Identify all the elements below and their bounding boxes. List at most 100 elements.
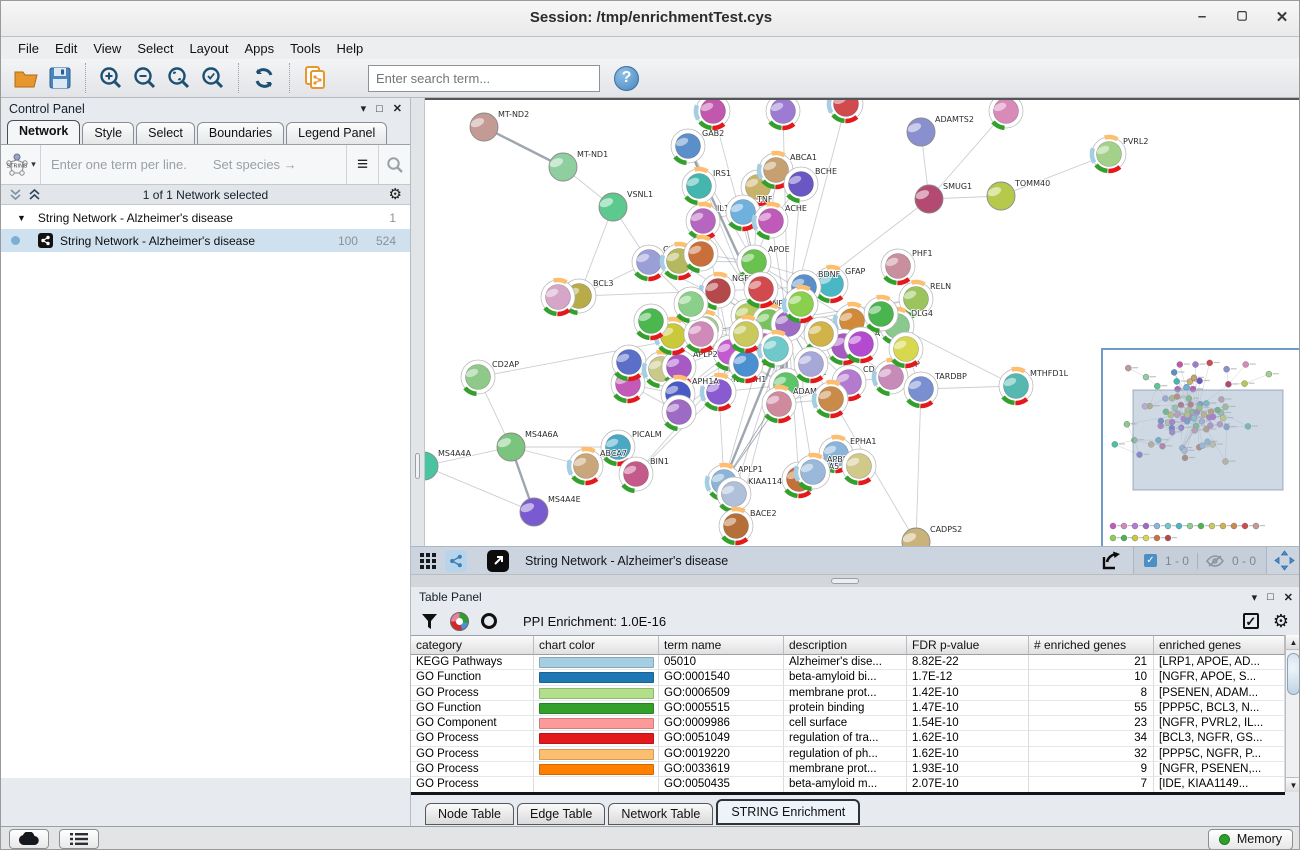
menu-item-help[interactable]: Help (336, 40, 364, 56)
collection-label: String Network - Alzheimer's disease (37, 210, 233, 225)
string-search-button[interactable] (378, 145, 410, 184)
panel-menu-icon[interactable]: ▾ (1251, 591, 1258, 604)
svg-text:GFAP: GFAP (845, 267, 866, 276)
cell-description: protein binding (784, 700, 907, 717)
column-header-category[interactable]: category (411, 635, 534, 655)
remove-chart-icon[interactable] (481, 613, 497, 629)
collapse-all-icon[interactable] (9, 188, 22, 201)
refresh-button[interactable] (249, 63, 279, 93)
panel-float-icon[interactable]: □ (376, 102, 383, 115)
scroll-up-icon[interactable]: ▲ (1286, 635, 1299, 650)
memory-button[interactable]: Memory (1207, 828, 1293, 849)
column-header-description[interactable]: description (784, 635, 907, 655)
svg-text:EPHA1: EPHA1 (850, 437, 876, 446)
table-row[interactable]: GO Process GO:0050435 beta-amyloid m... 2.0… (411, 777, 1299, 792)
column-header-term-name[interactable]: term name (659, 635, 784, 655)
birds-eye-toggle-button[interactable] (1273, 550, 1295, 572)
tab-network-table[interactable]: Network Table (608, 803, 714, 825)
panel-splitter-horizontal[interactable] (411, 574, 1299, 587)
tab-style[interactable]: Style (82, 122, 135, 144)
cloud-status-button[interactable] (9, 829, 49, 849)
expand-all-icon[interactable] (28, 188, 41, 201)
clone-network-button[interactable] (300, 63, 330, 93)
zoom-selected-button[interactable] (198, 63, 228, 93)
string-query-input[interactable]: Enter one term per line. Set species → (41, 157, 346, 172)
chart-settings-icon[interactable] (450, 611, 469, 631)
tab-network[interactable]: Network (7, 120, 81, 144)
cell-genes: [LRP1, APOE, AD... (1154, 655, 1285, 671)
copy-network-icon (303, 65, 327, 91)
scrollbar-thumb[interactable] (1287, 653, 1299, 695)
global-search-input[interactable] (368, 64, 600, 92)
string-options-button[interactable]: ≡ (346, 145, 378, 184)
column-header-enriched-genes[interactable]: enriched genes (1154, 635, 1285, 655)
maximize-icon[interactable]: ▢ (1236, 8, 1248, 22)
tab-node-table[interactable]: Node Table (425, 803, 515, 825)
zoom-in-button[interactable] (96, 63, 126, 93)
menu-item-layout[interactable]: Layout (189, 40, 229, 56)
close-icon[interactable]: ✕ (1275, 9, 1289, 26)
zoom-out-button[interactable] (130, 63, 160, 93)
gear-icon[interactable]: ⚙ (388, 186, 402, 203)
table-row[interactable]: GO Process GO:0006509 membrane prot... 1.42… (411, 685, 1299, 701)
filter-icon[interactable] (421, 613, 438, 630)
panel-splitter-vertical[interactable] (411, 98, 425, 546)
tab-select[interactable]: Select (136, 122, 195, 144)
splitter-grip[interactable] (831, 578, 859, 584)
string-app-selector[interactable]: STRING ▾ (1, 145, 41, 184)
network-tree: ▼ String Network - Alzheimer's disease 1… (1, 205, 410, 778)
select-columns-icon[interactable]: ✓ (1242, 613, 1259, 629)
list-icon (70, 833, 88, 845)
network-view-button[interactable] (445, 549, 467, 572)
tab-string-enrichment[interactable]: STRING Enrichment (716, 799, 861, 825)
table-row[interactable]: GO Component GO:0009986 cell surface 1.54E-… (411, 716, 1299, 732)
grid-view-button[interactable] (417, 550, 439, 572)
column-header--enriched-genes[interactable]: # enriched genes (1029, 635, 1154, 655)
menu-item-edit[interactable]: Edit (54, 40, 78, 56)
panel-float-icon[interactable]: □ (1267, 591, 1274, 603)
export-network-button[interactable] (1097, 550, 1127, 572)
menu-item-tools[interactable]: Tools (290, 40, 321, 56)
network-view-title: String Network - Alzheimer's disease (525, 553, 729, 568)
menu-item-view[interactable]: View (93, 40, 122, 56)
current-network-dot (11, 236, 20, 245)
gear-icon[interactable]: ⚙ (1272, 611, 1289, 631)
string-search-bar: STRING ▾ Enter one term per line. Set sp… (1, 144, 410, 185)
svg-text:VSNL1: VSNL1 (627, 190, 653, 199)
set-species-link[interactable]: Set species → (212, 157, 297, 172)
tab-boundaries[interactable]: Boundaries (196, 122, 285, 144)
minimize-icon[interactable]: – (1197, 8, 1207, 25)
zoom-fit-button[interactable] (164, 63, 194, 93)
network-row-selected[interactable]: String Network - Alzheimer's disease 100… (1, 229, 410, 252)
table-row[interactable]: GO Function GO:0005515 protein binding 1.47… (411, 700, 1299, 717)
network-graph[interactable]: MT-ND2MT-ND1VSNL1GAB2IRS1CHATABCA1BCHEIL… (425, 100, 1300, 546)
detach-view-button[interactable] (487, 549, 509, 572)
scroll-down-icon[interactable]: ▼ (1286, 777, 1299, 792)
panel-close-icon[interactable]: ✕ (392, 103, 402, 115)
table-row[interactable]: GO Process GO:0019220 regulation of ph... 1… (411, 746, 1299, 763)
tab-legend-panel[interactable]: Legend Panel (286, 122, 388, 144)
help-button[interactable]: ? (614, 65, 639, 91)
task-history-button[interactable] (59, 829, 99, 849)
network-canvas[interactable]: MT-ND2MT-ND1VSNL1GAB2IRS1CHATABCA1BCHEIL… (425, 98, 1300, 546)
tab-edge-table[interactable]: Edge Table (517, 803, 606, 825)
splitter-grip[interactable] (415, 453, 420, 479)
table-row[interactable]: GO Function GO:0001540 beta-amyloid bi... 1… (411, 670, 1299, 686)
column-header-fdr-p-value[interactable]: FDR p-value (907, 635, 1029, 655)
network-collection-row[interactable]: ▼ String Network - Alzheimer's disease 1 (1, 206, 410, 229)
panel-close-icon[interactable]: ✕ (1283, 591, 1293, 604)
birds-eye-view[interactable] (1101, 348, 1299, 546)
menu-item-file[interactable]: File (18, 40, 39, 56)
menu-item-apps[interactable]: Apps (244, 40, 275, 56)
table-scrollbar[interactable]: ▲ ▼ (1285, 635, 1299, 792)
save-session-button[interactable] (45, 63, 75, 93)
tree-expander-icon[interactable]: ▼ (17, 212, 26, 223)
menu-item-select[interactable]: Select (137, 40, 174, 56)
panel-menu-icon[interactable]: ▾ (360, 103, 367, 115)
table-row[interactable]: GO Process GO:0033619 membrane prot... 1.93… (411, 762, 1299, 778)
table-row[interactable]: KEGG Pathways 05010 Alzheimer's dise... 8.8… (411, 655, 1299, 671)
table-row[interactable]: GO Process GO:0051049 regulation of tra...… (411, 731, 1299, 747)
column-header-chart-color[interactable]: chart color (534, 635, 659, 655)
chart-color-swatch (539, 718, 654, 730)
open-session-button[interactable] (11, 63, 41, 93)
